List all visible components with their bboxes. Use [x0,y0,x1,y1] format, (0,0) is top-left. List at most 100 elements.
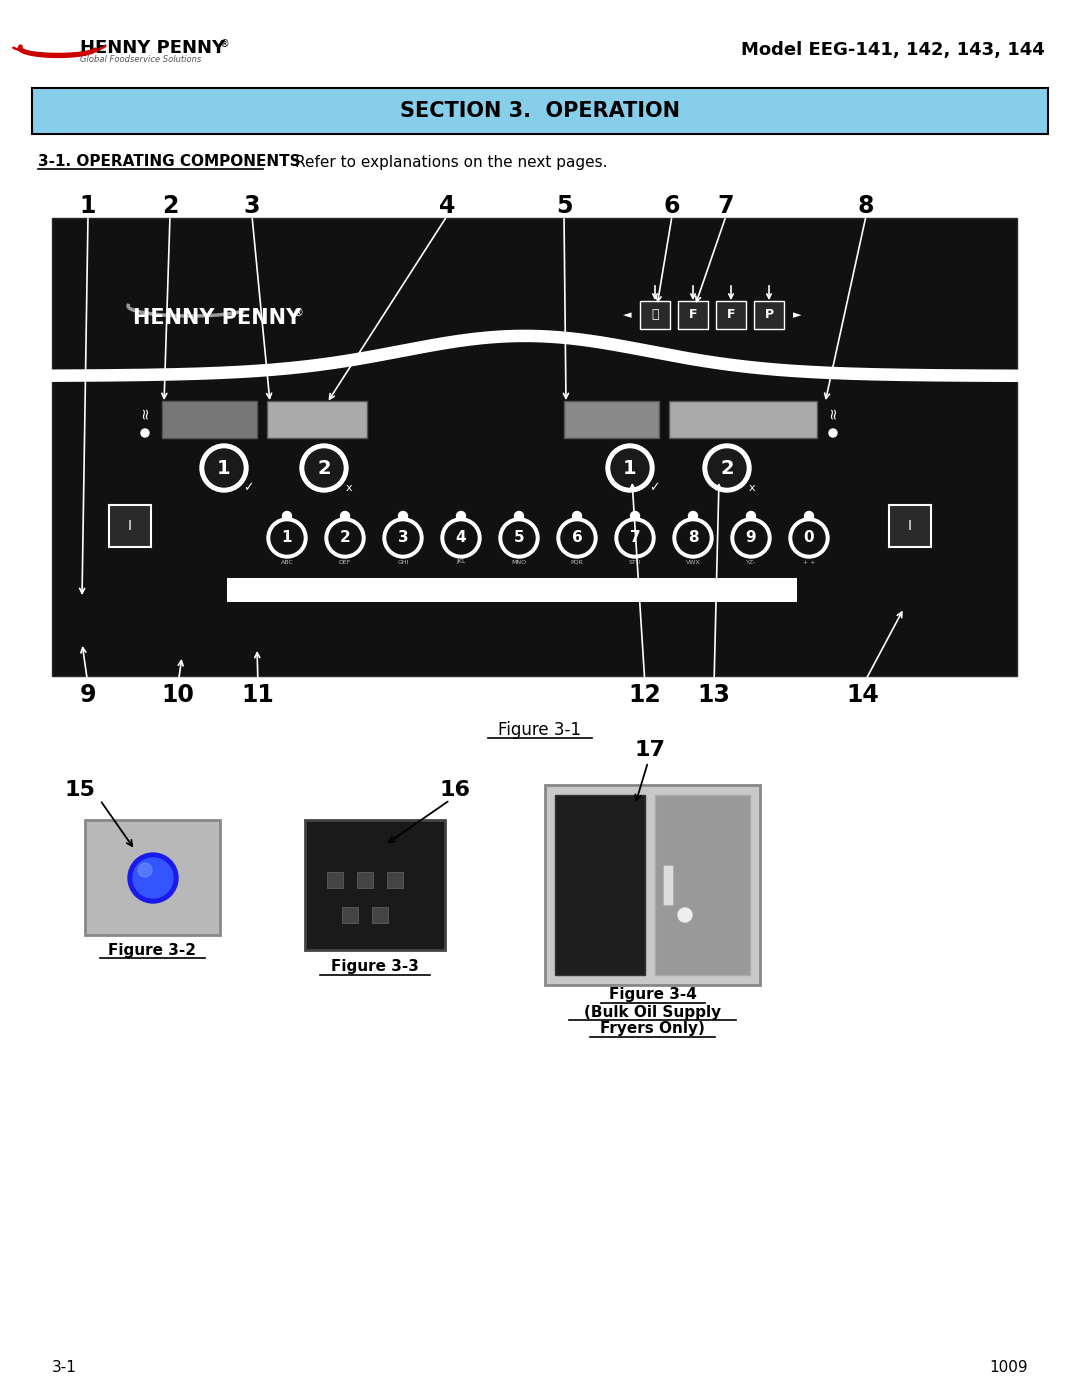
Text: 2: 2 [162,194,178,218]
Bar [162,401,257,439]
Bar [387,872,403,888]
Text: 12: 12 [629,683,661,707]
Text: PQR: PQR [570,560,583,564]
Bar [342,907,357,923]
Circle shape [673,518,713,557]
Text: F: F [727,309,735,321]
Text: 17: 17 [635,740,665,760]
Circle shape [829,429,837,437]
Text: 5: 5 [556,194,572,218]
Bar [357,872,373,888]
Bar [545,785,760,985]
Text: P: P [765,309,773,321]
Circle shape [805,511,813,521]
Text: 15: 15 [65,780,95,800]
Text: 2: 2 [339,531,350,545]
Text: Model EEG-141, 142, 143, 144: Model EEG-141, 142, 143, 144 [741,41,1045,59]
Circle shape [399,511,407,521]
Circle shape [708,448,746,488]
Text: ≈: ≈ [825,407,840,419]
Circle shape [572,511,581,521]
Bar [754,300,784,330]
Circle shape [441,518,481,557]
Text: + +: + + [802,560,815,564]
Text: 1: 1 [217,458,231,478]
Text: VWX: VWX [686,560,700,564]
Text: Fryers Only): Fryers Only) [600,1021,705,1037]
Text: ►: ► [793,310,801,320]
Bar [32,88,1048,134]
Circle shape [735,522,767,555]
Bar [267,401,367,439]
Circle shape [138,863,152,877]
Text: x: x [748,483,755,493]
Text: 16: 16 [440,780,471,800]
Circle shape [141,429,149,437]
Circle shape [611,448,649,488]
Text: 0: 0 [804,531,814,545]
Bar [327,872,343,888]
Circle shape [325,518,365,557]
Text: STU: STU [629,560,642,564]
Text: 6: 6 [664,194,680,218]
Bar [109,504,151,548]
Circle shape [383,518,423,557]
Circle shape [746,511,756,521]
Bar [663,865,673,905]
Text: 14: 14 [847,683,879,707]
Bar [372,907,388,923]
Bar [564,401,659,439]
Text: ABC: ABC [281,560,294,564]
Circle shape [499,518,539,557]
Circle shape [503,522,535,555]
Circle shape [329,522,361,555]
Bar [669,401,816,439]
Circle shape [703,444,751,492]
Text: Refer to explanations on the next pages.: Refer to explanations on the next pages. [295,155,607,169]
Text: 9: 9 [745,531,756,545]
Text: 3-1: 3-1 [52,1361,77,1376]
Text: ◄: ◄ [623,310,631,320]
Text: I: I [908,520,912,534]
Text: 1: 1 [80,194,96,218]
Text: 7: 7 [718,194,734,218]
Text: 2: 2 [318,458,330,478]
Circle shape [731,518,771,557]
Bar [716,300,746,330]
Circle shape [793,522,825,555]
Text: x: x [346,483,352,493]
Text: Global Foodservice Solutions: Global Foodservice Solutions [80,56,201,64]
Text: I: I [129,520,132,534]
Text: YZ-: YZ- [746,560,756,564]
Text: SECTION 3.  OPERATION: SECTION 3. OPERATION [400,101,680,122]
Circle shape [200,444,248,492]
Circle shape [606,444,654,492]
Text: 7: 7 [630,531,640,545]
Text: 8: 8 [688,531,699,545]
Circle shape [387,522,419,555]
Circle shape [457,511,465,521]
Circle shape [789,518,829,557]
Circle shape [271,522,303,555]
Text: 4: 4 [456,531,467,545]
Text: 13: 13 [698,683,730,707]
Circle shape [514,511,524,521]
Circle shape [678,908,692,922]
Bar [305,820,445,950]
Circle shape [129,854,178,902]
Text: ✓: ✓ [243,482,253,495]
Text: (Bulk Oil Supply: (Bulk Oil Supply [584,1004,721,1020]
Bar [678,300,708,330]
Text: 3-1. OPERATING COMPONENTS: 3-1. OPERATING COMPONENTS [38,155,300,169]
Text: 1009: 1009 [989,1361,1028,1376]
Circle shape [677,522,708,555]
Circle shape [619,522,651,555]
Text: ✓: ✓ [649,482,659,495]
Text: 1: 1 [282,531,293,545]
Circle shape [305,448,343,488]
Text: Figure 3-2: Figure 3-2 [108,943,197,957]
Text: ⓘ: ⓘ [651,309,659,321]
Bar [640,300,670,330]
Circle shape [300,444,348,492]
Text: HENNY PENNY: HENNY PENNY [133,307,301,328]
